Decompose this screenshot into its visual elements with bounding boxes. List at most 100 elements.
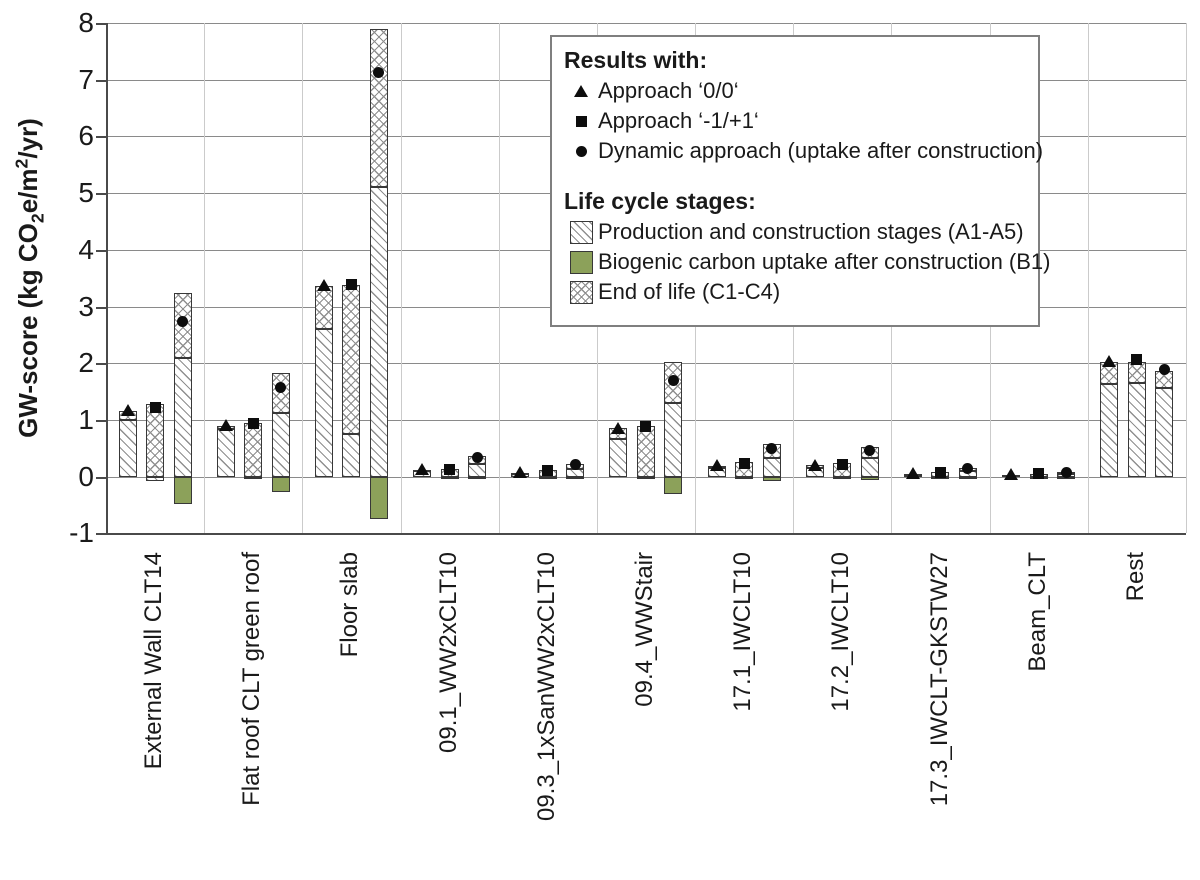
x-axis-label-09.4_WWStair: 09.4_WWStair [630,552,658,707]
circle-marker [1158,364,1170,375]
gridline-y--1 [106,533,1186,536]
bar-b1-17.3_IWCLT-GKSTW27-2 [958,476,977,479]
bar-a1a5-Rest-0 [1100,384,1119,477]
bar-a1a5-External Wall CLT14-2 [173,357,192,477]
group-separator-11 [1185,23,1187,534]
bar-a1a5-17.2_IWCLT10-2 [860,458,879,477]
x-axis-label-09.1_WW2xCLT10: 09.1_WW2xCLT10 [434,552,462,753]
y-tick-mark-3 [96,306,106,309]
bar-a1a5-Rest-2 [1155,388,1174,477]
circle-marker [373,66,385,78]
y-tick-mark-4 [96,249,106,252]
triangle-marker [415,463,430,476]
x-axis-label-Rest: Rest [1121,552,1149,602]
legend-approach-row-label: Dynamic approach (uptake after construct… [598,138,1044,163]
bar-c1c4-Floor slab-1 [342,284,361,434]
triangle-marker [513,466,528,479]
y-tick-mark-2 [96,363,106,366]
circle-marker [962,463,974,475]
legend-approach-row: Approach ‘0/0‘ [564,76,1038,106]
circle-marker [864,444,876,456]
x-axis-label-17.3_IWCLT-GKSTW27: 17.3_IWCLT-GKSTW27 [925,552,953,807]
bar-a1a5-09.3_1xSanWW2xCLT10-1 [538,476,557,479]
legend-approach-row-symbol [564,115,598,127]
circle-marker [569,459,581,471]
bar-a1a5-17.1_IWCLT10-1 [735,476,754,479]
y-tick-label-6: 6 [78,120,94,152]
triangle-marker [1004,468,1019,481]
square-marker [345,278,357,290]
y-tick-label-7: 7 [78,63,94,95]
square-marker [149,401,161,413]
bar-c1c4-09.4_WWStair-1 [636,426,655,477]
legend-stage-list: Production and construction stages (A1-A… [564,217,1050,307]
group-separator-3 [400,23,402,534]
square-marker [738,458,750,470]
bar-b1-09.4_WWStair-2 [664,476,683,495]
y-tick-label-3: 3 [78,290,94,322]
y-axis-title: GW-score (kg CO2e/m2/yr) [12,118,49,438]
group-separator-10 [1087,23,1089,534]
legend-spacer [564,166,1038,186]
endoflife-crosshatch-swatch [569,280,593,304]
y-axis-title-sub: 2 [27,213,48,224]
square-marker [444,463,456,475]
triangle-marker [611,421,626,434]
bar-b1-17.2_IWCLT10-2 [860,476,879,480]
legend-approach-row-label: Approach ‘-1/+1‘ [598,108,759,133]
bar-a1a5-17.2_IWCLT10-1 [833,476,852,479]
bar-a1a5-09.1_WW2xCLT10-1 [440,476,459,479]
triangle-marker [807,458,822,471]
legend-box: Results with: Approach ‘0/0‘ Approach ‘-1… [550,35,1050,327]
bar-c1c4-Floor slab-0 [314,286,333,330]
bar-c1c4-Floor slab-2 [369,28,388,188]
triangle-marker [120,404,135,417]
square-marker [542,464,554,476]
triangle-marker [905,467,920,480]
y-tick-label-5: 5 [78,177,94,209]
x-axis-label-09.3_1xSanWW2xCLT10: 09.3_1xSanWW2xCLT10 [532,552,560,822]
y-axis-line [106,23,108,534]
bar-a1a5-09.1_WW2xCLT10-2 [468,464,487,477]
circle-marker [471,452,483,464]
x-axis-label-17.2_IWCLT10: 17.2_IWCLT10 [827,552,855,712]
legend-approach-row-label: Approach ‘0/0‘ [598,78,739,103]
circle-marker [667,375,679,387]
triangle-marker [218,419,233,431]
bar-a1a5-09.4_WWStair-0 [609,438,628,477]
gridline-y-1 [106,419,1186,421]
bar-a1a5-Flat roof CLT green roof-2 [271,413,290,477]
y-tick-mark--1 [96,533,106,536]
x-axis-label-Beam_CLT: Beam_CLT [1023,552,1051,672]
x-axis-label-External Wall CLT14: External Wall CLT14 [140,552,168,770]
bar-a1a5-09.4_WWStair-1 [636,476,655,479]
y-tick-mark-5 [96,193,106,196]
y-axis-title-sup: 2 [11,158,32,169]
bar-b1-09.3_1xSanWW2xCLT10-2 [566,476,585,479]
y-tick-mark-7 [96,79,106,82]
bar-c1c4-Flat roof CLT green roof-2 [271,373,290,414]
bar-a1a5-Floor slab-1 [342,433,361,477]
legend-stages-header: Life cycle stages: [564,188,756,214]
biogenic-green-swatch [569,250,593,274]
y-tick-label-4: 4 [78,233,94,265]
legend-stage-row-symbol [564,220,598,244]
bar-b1-Flat roof CLT green roof-2 [271,476,290,493]
legend-stage-row: End of life (C1-C4) [564,277,1038,307]
legend-stage-row-label: Biogenic carbon uptake after constructio… [598,249,1051,274]
bar-a1a5-Floor slab-2 [369,187,388,477]
y-tick-label-1: 1 [78,403,94,435]
legend-stage-row-label: End of life (C1-C4) [598,279,781,304]
square-marker [1131,354,1143,366]
legend-results-header: Results with: [564,47,708,73]
gridline-y-8 [106,23,1186,24]
x-axis-label-Flat roof CLT green roof: Flat roof CLT green roof [238,552,266,806]
square-marker [247,418,259,430]
group-separator-4 [498,23,500,534]
bar-a1a5-Rest-1 [1127,383,1146,477]
triangle-marker [574,85,588,97]
bar-a1a5-09.3_1xSanWW2xCLT10-2 [566,469,585,477]
bar-c1c4-Flat roof CLT green roof-1 [244,423,263,477]
y-tick-label-0: 0 [78,460,94,492]
bar-a1a5-External Wall CLT14-1 [146,476,164,482]
